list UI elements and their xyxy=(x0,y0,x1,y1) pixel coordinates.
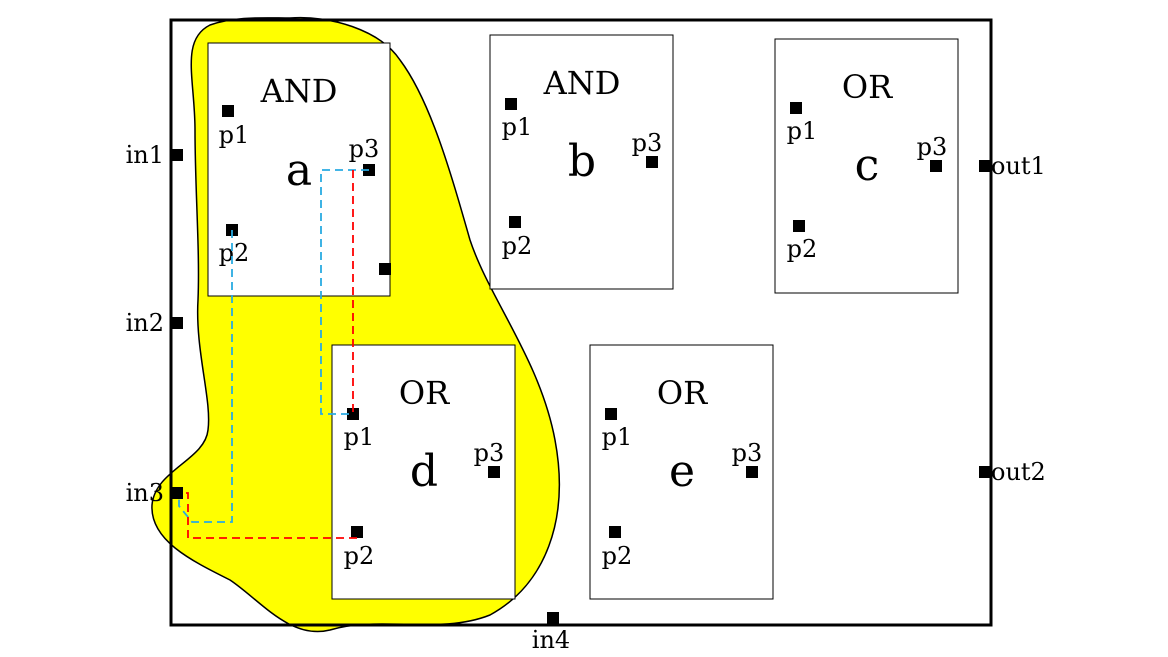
gate-e-box xyxy=(589,344,774,600)
gate-d-pin-p2-label: p2 xyxy=(344,542,375,570)
io-out1-pin xyxy=(979,160,991,172)
io-out1-label: out1 xyxy=(991,152,1046,180)
gate-b-pin-p2-label: p2 xyxy=(502,232,533,260)
gate-e-pin-p3-label: p3 xyxy=(732,439,763,467)
route-blue-a-p2-to-in3 xyxy=(178,230,233,523)
io-in3-label: in3 xyxy=(126,479,164,507)
gate-e-pin-p1 xyxy=(605,408,617,420)
gate-d-pin-p2 xyxy=(351,526,363,538)
gate-c-pin-p1-label: p1 xyxy=(787,117,818,145)
gate-e-pin-p1-label: p1 xyxy=(602,423,633,451)
io-in3: in3 xyxy=(126,479,183,507)
io-in2: in2 xyxy=(126,309,183,337)
gate-c-pin-p2 xyxy=(793,220,805,232)
gate-b-pin-p2 xyxy=(509,216,521,228)
io-in4-label: in4 xyxy=(532,626,570,654)
gate-c-pin-p3 xyxy=(930,160,942,172)
gate-c-pin-p1 xyxy=(790,102,802,114)
io-in2-label: in2 xyxy=(126,309,164,337)
gate-b-letter: b xyxy=(568,136,596,187)
gate-b-pin-p3-label: p3 xyxy=(632,129,663,157)
gate-b-pin-p1-label: p1 xyxy=(502,113,533,141)
gate-e-pin-p2-label: p2 xyxy=(602,542,633,570)
gate-c-pin-p3-label: p3 xyxy=(917,133,948,161)
gate-e-letter: e xyxy=(669,446,695,497)
gate-d-pin-p1-label: p1 xyxy=(344,423,375,451)
gate-b-box xyxy=(489,34,674,290)
io-in1-label: in1 xyxy=(126,141,164,169)
io-in1-pin xyxy=(171,149,183,161)
io-out2-pin xyxy=(979,466,991,478)
gate-b-pin-p3 xyxy=(646,156,658,168)
gate-d-pin-p1 xyxy=(347,408,359,420)
gate-a-pin-p1-label: p1 xyxy=(219,121,250,149)
gate-a-pin-p3-label: p3 xyxy=(349,135,380,163)
gate-e-pin-p3 xyxy=(746,466,758,478)
gate-d-type: OR xyxy=(399,374,450,412)
gate-c: OR c p1 p2 p3 xyxy=(774,38,959,294)
gate-e-pin-p2 xyxy=(609,526,621,538)
gate-a-pin-p1 xyxy=(222,105,234,117)
gate-e: OR e p1 p2 p3 xyxy=(589,344,774,600)
gate-b: AND b p1 p2 p3 xyxy=(489,34,674,290)
terminal-block xyxy=(379,263,391,275)
gate-c-pin-p2-label: p2 xyxy=(787,235,818,263)
gate-d: OR d p1 p2 p3 xyxy=(331,344,516,600)
route-red-d-p2-to-in3 xyxy=(177,492,357,539)
gate-b-pin-p1 xyxy=(505,98,517,110)
gate-a-letter: a xyxy=(286,145,312,196)
route-blue-a-p3-to-d-p1 xyxy=(320,169,369,415)
io-in2-pin xyxy=(171,317,183,329)
gate-a-type: AND xyxy=(260,72,338,110)
gate-b-type: AND xyxy=(543,64,621,102)
gate-a: AND a p1 p2 p3 xyxy=(207,42,391,297)
io-in1: in1 xyxy=(126,141,183,169)
gate-c-letter: c xyxy=(855,140,880,191)
gate-c-type: OR xyxy=(842,68,893,106)
io-in4-pin xyxy=(547,612,559,624)
gate-c-box xyxy=(774,38,959,294)
io-out2-label: out2 xyxy=(991,458,1046,486)
gate-a-box xyxy=(207,42,391,297)
gate-d-letter: d xyxy=(410,446,438,497)
io-out1: out1 xyxy=(979,152,1046,180)
io-in4: in4 xyxy=(532,612,570,654)
gate-d-box xyxy=(331,344,516,600)
gate-e-type: OR xyxy=(657,374,708,412)
gate-d-pin-p3-label: p3 xyxy=(474,439,505,467)
gate-d-pin-p3 xyxy=(488,466,500,478)
gate-a-pin-p2-label: p2 xyxy=(219,239,250,267)
io-in3-pin xyxy=(171,487,183,499)
io-out2: out2 xyxy=(979,458,1046,486)
